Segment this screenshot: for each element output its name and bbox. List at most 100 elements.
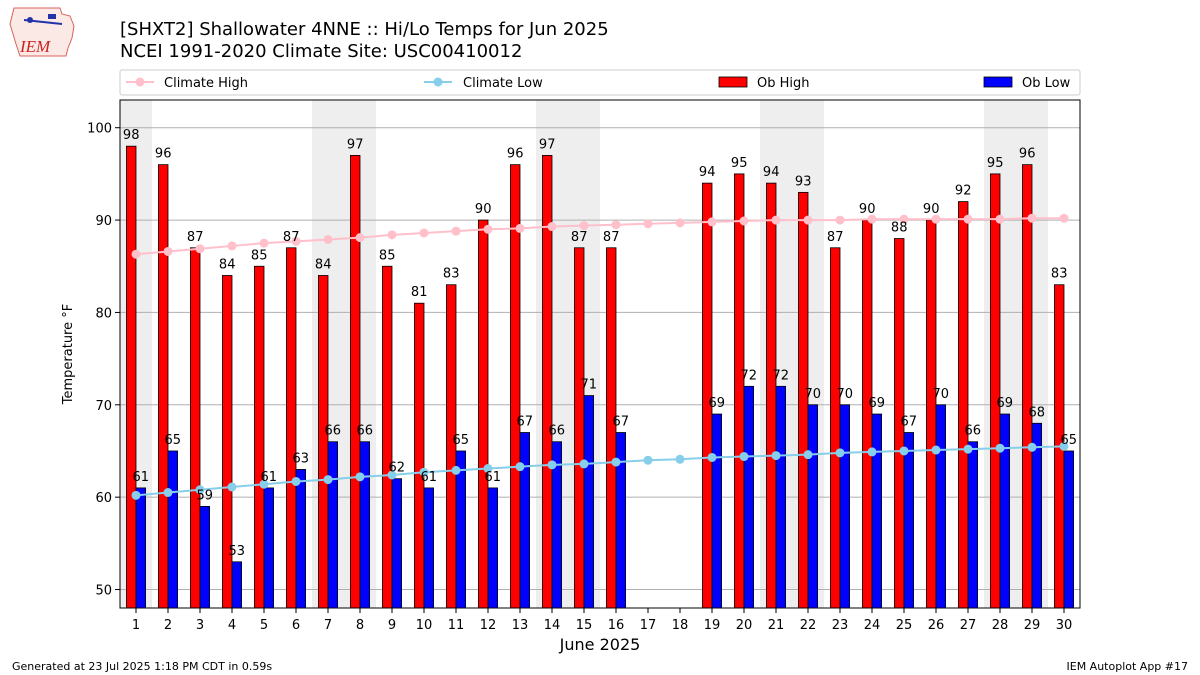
label-ob-high-day-19: 94 — [699, 165, 716, 180]
y-tick-label-100: 100 — [87, 122, 112, 137]
point-climate-low-day-19 — [707, 452, 717, 462]
label-ob-high-day-15: 87 — [571, 230, 588, 245]
point-climate-low-day-22 — [803, 450, 813, 460]
point-climate-low-day-10 — [419, 467, 429, 477]
bar-ob-high-day-27 — [958, 201, 969, 609]
bar-ob-high-day-26 — [926, 219, 937, 609]
label-ob-high-day-26: 90 — [923, 202, 940, 217]
bar-ob-high-day-3 — [189, 247, 201, 609]
label-ob-high-day-29: 96 — [1019, 147, 1036, 162]
point-climate-low-day-4 — [227, 482, 237, 492]
label-ob-low-day-26: 70 — [933, 387, 950, 402]
bars — [126, 145, 1075, 609]
point-climate-high-day-28 — [995, 214, 1005, 224]
point-climate-high-day-7 — [323, 234, 333, 244]
bar-ob-low-day-10 — [423, 487, 435, 609]
footer-generated: Generated at 23 Jul 2025 1:18 PM CDT in … — [12, 660, 272, 673]
line-climate-low — [135, 445, 1065, 497]
point-climate-high-day-18 — [675, 218, 685, 228]
label-ob-low-day-6: 63 — [293, 451, 310, 466]
bar-ob-low-day-28 — [999, 413, 1011, 609]
legend-swatch-ob-high — [718, 76, 748, 88]
x-tick-label-10: 10 — [416, 618, 433, 633]
label-ob-low-day-8: 66 — [357, 424, 374, 439]
bar-ob-low-day-2 — [167, 450, 179, 609]
point-climate-low-day-15 — [579, 459, 589, 469]
point-climate-low-day-18 — [675, 454, 685, 464]
point-climate-low-day-16 — [611, 457, 621, 467]
point-climate-high-day-14 — [547, 222, 557, 232]
legend-marker-climate-low — [433, 77, 443, 87]
label-ob-high-day-6: 87 — [283, 230, 300, 245]
label-ob-high-day-7: 84 — [315, 257, 332, 272]
bar-ob-high-day-12 — [477, 219, 489, 609]
point-climate-high-day-11 — [451, 226, 461, 236]
x-tick-label-5: 5 — [260, 618, 268, 633]
x-tick-label-15: 15 — [576, 618, 593, 633]
point-climate-low-day-5 — [259, 479, 269, 489]
label-ob-high-day-30: 83 — [1051, 267, 1068, 282]
label-ob-high-day-16: 87 — [603, 230, 620, 245]
x-tick-label-28: 28 — [992, 618, 1009, 633]
line-climate-high — [135, 217, 1064, 256]
point-climate-high-day-21 — [771, 215, 781, 225]
x-tick-label-29: 29 — [1024, 618, 1041, 633]
bar-ob-low-day-1 — [135, 487, 147, 609]
bar-ob-high-day-28 — [990, 173, 1001, 609]
label-ob-low-day-20: 72 — [741, 368, 758, 383]
legend-label-ob-high: Ob High — [757, 76, 810, 91]
x-tick-label-11: 11 — [448, 618, 465, 633]
point-climate-high-day-12 — [483, 224, 493, 234]
bar-ob-high-day-29 — [1022, 164, 1033, 609]
bar-ob-high-day-6 — [285, 247, 297, 609]
y-axis-ticks: 50 60 70 80 90 100 — [87, 122, 120, 599]
bar-ob-high-day-5 — [253, 265, 265, 609]
chart-title: [SHXT2] Shallowater 4NNE :: Hi/Lo Temps … — [120, 19, 609, 40]
climate-lines — [131, 213, 1069, 500]
bar-ob-high-day-1 — [126, 145, 137, 609]
bar-ob-low-day-9 — [391, 478, 403, 609]
label-ob-low-day-27: 66 — [965, 424, 982, 439]
point-climate-low-day-7 — [323, 475, 333, 485]
logo-text: IEM — [19, 37, 51, 56]
x-tick-label-21: 21 — [768, 618, 785, 633]
x-tick-label-27: 27 — [960, 618, 977, 633]
x-tick-label-18: 18 — [672, 618, 689, 633]
point-climate-high-day-8 — [355, 233, 365, 243]
point-climate-low-day-24 — [867, 447, 877, 457]
x-tick-label-12: 12 — [480, 618, 497, 633]
point-climate-high-day-30 — [1059, 213, 1069, 223]
label-ob-low-day-23: 70 — [837, 387, 854, 402]
legend-marker-climate-high — [135, 77, 145, 87]
bar-ob-high-day-23 — [830, 247, 841, 609]
bar-ob-low-day-21 — [775, 385, 787, 609]
point-climate-low-day-13 — [515, 462, 525, 472]
label-ob-low-day-10: 61 — [421, 470, 438, 485]
point-climate-low-day-9 — [387, 470, 397, 480]
point-climate-low-day-6 — [291, 476, 301, 486]
label-ob-high-day-11: 83 — [443, 267, 460, 282]
plot-frame — [119, 99, 1081, 609]
x-tick-label-13: 13 — [512, 618, 529, 633]
bar-ob-high-day-21 — [766, 182, 777, 609]
legend-item-ob-high: Ob High — [718, 76, 810, 91]
point-climate-high-day-3 — [195, 244, 205, 254]
label-ob-low-day-25: 67 — [901, 415, 918, 430]
bar-ob-low-day-27 — [967, 441, 979, 609]
x-tick-label-16: 16 — [608, 618, 625, 633]
label-ob-high-day-9: 85 — [379, 248, 396, 263]
bar-ob-high-day-20 — [734, 173, 745, 609]
y-tick-label-90: 90 — [95, 214, 112, 229]
label-ob-high-day-12: 90 — [475, 202, 492, 217]
bar-ob-low-day-15 — [583, 395, 595, 609]
point-climate-low-day-30 — [1059, 441, 1069, 451]
point-climate-low-day-21 — [771, 451, 781, 461]
point-climate-high-day-13 — [515, 223, 525, 233]
legend-item-ob-low: Ob Low — [983, 76, 1071, 91]
x-tick-label-2: 2 — [164, 618, 172, 633]
point-climate-low-day-28 — [995, 443, 1005, 453]
x-tick-label-9: 9 — [388, 618, 396, 633]
iem-logo: IEM — [9, 7, 75, 57]
point-climate-high-day-26 — [931, 214, 941, 224]
point-climate-low-day-25 — [899, 446, 909, 456]
